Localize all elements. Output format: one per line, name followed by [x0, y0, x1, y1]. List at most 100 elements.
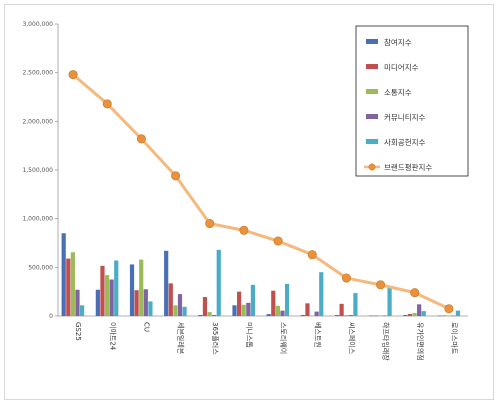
bar-series: [61, 233, 461, 317]
y-tick-label: 1,500,000: [22, 167, 53, 174]
bar-1-2: [134, 290, 139, 316]
bar-3-4: [212, 315, 217, 316]
bar-3-5: [246, 302, 251, 316]
x-tick-label: 로이스마트: [450, 322, 459, 355]
legend-swatch-4: [366, 139, 378, 144]
bar-4-7: [319, 272, 324, 316]
legend-swatch-2: [366, 89, 378, 94]
bar-1-0: [66, 258, 71, 316]
x-tick-label: 미니스톱: [245, 322, 254, 348]
bar-2-6: [275, 305, 280, 316]
legend-label-2: 소통지수: [384, 88, 412, 97]
y-tick-label: 2,000,000: [22, 118, 53, 125]
brand-index-point-2: [136, 134, 146, 144]
bar-4-9: [387, 286, 392, 316]
bar-0-3: [164, 250, 169, 316]
x-tick-label: GS25: [74, 322, 82, 341]
bar-4-8: [353, 293, 358, 316]
y-tick-label: 2,500,000: [22, 70, 53, 77]
x-tick-label: 씨스페이스: [347, 322, 356, 355]
bar-0-5: [232, 305, 237, 316]
bar-4-11: [455, 310, 461, 316]
bar-0-2: [129, 264, 135, 316]
y-tick-label: 1,000,000: [22, 216, 53, 223]
x-tick-label: 365플러스: [211, 322, 220, 355]
bar-3-2: [143, 289, 148, 316]
brand-index-point-8: [341, 273, 351, 283]
bar-4-6: [284, 283, 290, 316]
x-tick-label: 유가인편의점: [416, 322, 425, 361]
x-tick-label: 세븐일레븐: [177, 322, 186, 355]
x-tick-labels: GS25 이마트24 CU 세븐일레븐 365플러스 미니스톱 스토리웨이 베스트원 씨스페이스…: [74, 322, 459, 361]
bar-2-1: [104, 275, 110, 316]
brand-index-point-6: [273, 236, 283, 246]
bar-1-10: [407, 314, 413, 316]
bar-3-7: [314, 311, 319, 316]
bar-1-5: [237, 291, 242, 316]
bar-4-3: [182, 306, 187, 316]
bar-3-8: [348, 315, 353, 316]
brand-index-point-7: [307, 250, 317, 260]
legend-label-4: 사회공헌지수: [384, 138, 425, 147]
bar-1-7: [305, 303, 310, 316]
bar-1-4: [202, 297, 208, 316]
bar-2-10: [412, 313, 417, 316]
bar-3-9: [382, 315, 388, 317]
brand-index-point-11: [444, 304, 454, 314]
bar-4-10: [421, 311, 426, 316]
brand-index-point-3: [171, 171, 181, 181]
bar-2-11: [446, 315, 451, 317]
brand-index-line: [72, 73, 450, 311]
bar-1-1: [100, 265, 105, 316]
bar-3-6: [280, 310, 285, 316]
y-tick-label: 3,000,000: [22, 21, 53, 28]
x-tick-label: CU: [142, 322, 150, 332]
line-series: [68, 70, 454, 314]
legend-label-0: 참여지수: [384, 37, 412, 47]
x-tick-label: 하프타임래장: [382, 322, 391, 361]
bar-1-3: [168, 283, 173, 316]
x-tick-label: 베스트원: [313, 322, 322, 348]
legend-label-1: 미디어지수: [384, 62, 419, 72]
bar-2-3: [173, 305, 178, 316]
legend-swatch-0: [366, 39, 378, 44]
legend-swatch-1: [366, 64, 378, 69]
bar-2-9: [378, 315, 383, 317]
y-tick-label: 500,000: [28, 264, 53, 271]
legend-swatch-3: [366, 114, 378, 119]
legend-box: [355, 25, 469, 177]
bar-0-10: [403, 315, 408, 316]
x-tick-label: 스토리웨이: [279, 322, 288, 354]
legend-label-3: 커뮤니티지수: [384, 113, 425, 122]
bar-0-9: [369, 315, 374, 317]
bar-3-10: [417, 304, 422, 316]
bar-2-2: [139, 259, 144, 316]
bar-2-0: [70, 252, 75, 316]
brand-index-point-5: [239, 225, 249, 235]
bar-2-5: [241, 304, 246, 316]
brand-index-point-1: [102, 99, 112, 109]
bar-0-11: [437, 315, 442, 317]
axes: 0 500,000 1,000,000 1,500,000 2,000,000 2,500…: [22, 21, 468, 320]
bar-0-8: [334, 315, 340, 316]
bar-3-1: [109, 279, 114, 316]
bar-0-6: [266, 314, 271, 316]
bar-0-7: [300, 315, 305, 316]
x-tick-label: 이마트24: [108, 322, 117, 351]
legend-marker: [368, 163, 376, 171]
brand-index-point-10: [410, 288, 420, 298]
bar-0-4: [198, 315, 203, 316]
bar-2-7: [309, 315, 315, 317]
bar-2-4: [207, 312, 212, 316]
bar-0-0: [61, 233, 66, 316]
brand-index-point-9: [376, 280, 386, 290]
bar-3-0: [75, 289, 80, 316]
bar-4-5: [250, 284, 256, 316]
bar-1-6: [271, 290, 276, 316]
bar-0-1: [95, 289, 100, 316]
brand-index-point-0: [68, 70, 78, 80]
bar-3-11: [451, 315, 456, 317]
bar-4-4: [216, 249, 221, 316]
